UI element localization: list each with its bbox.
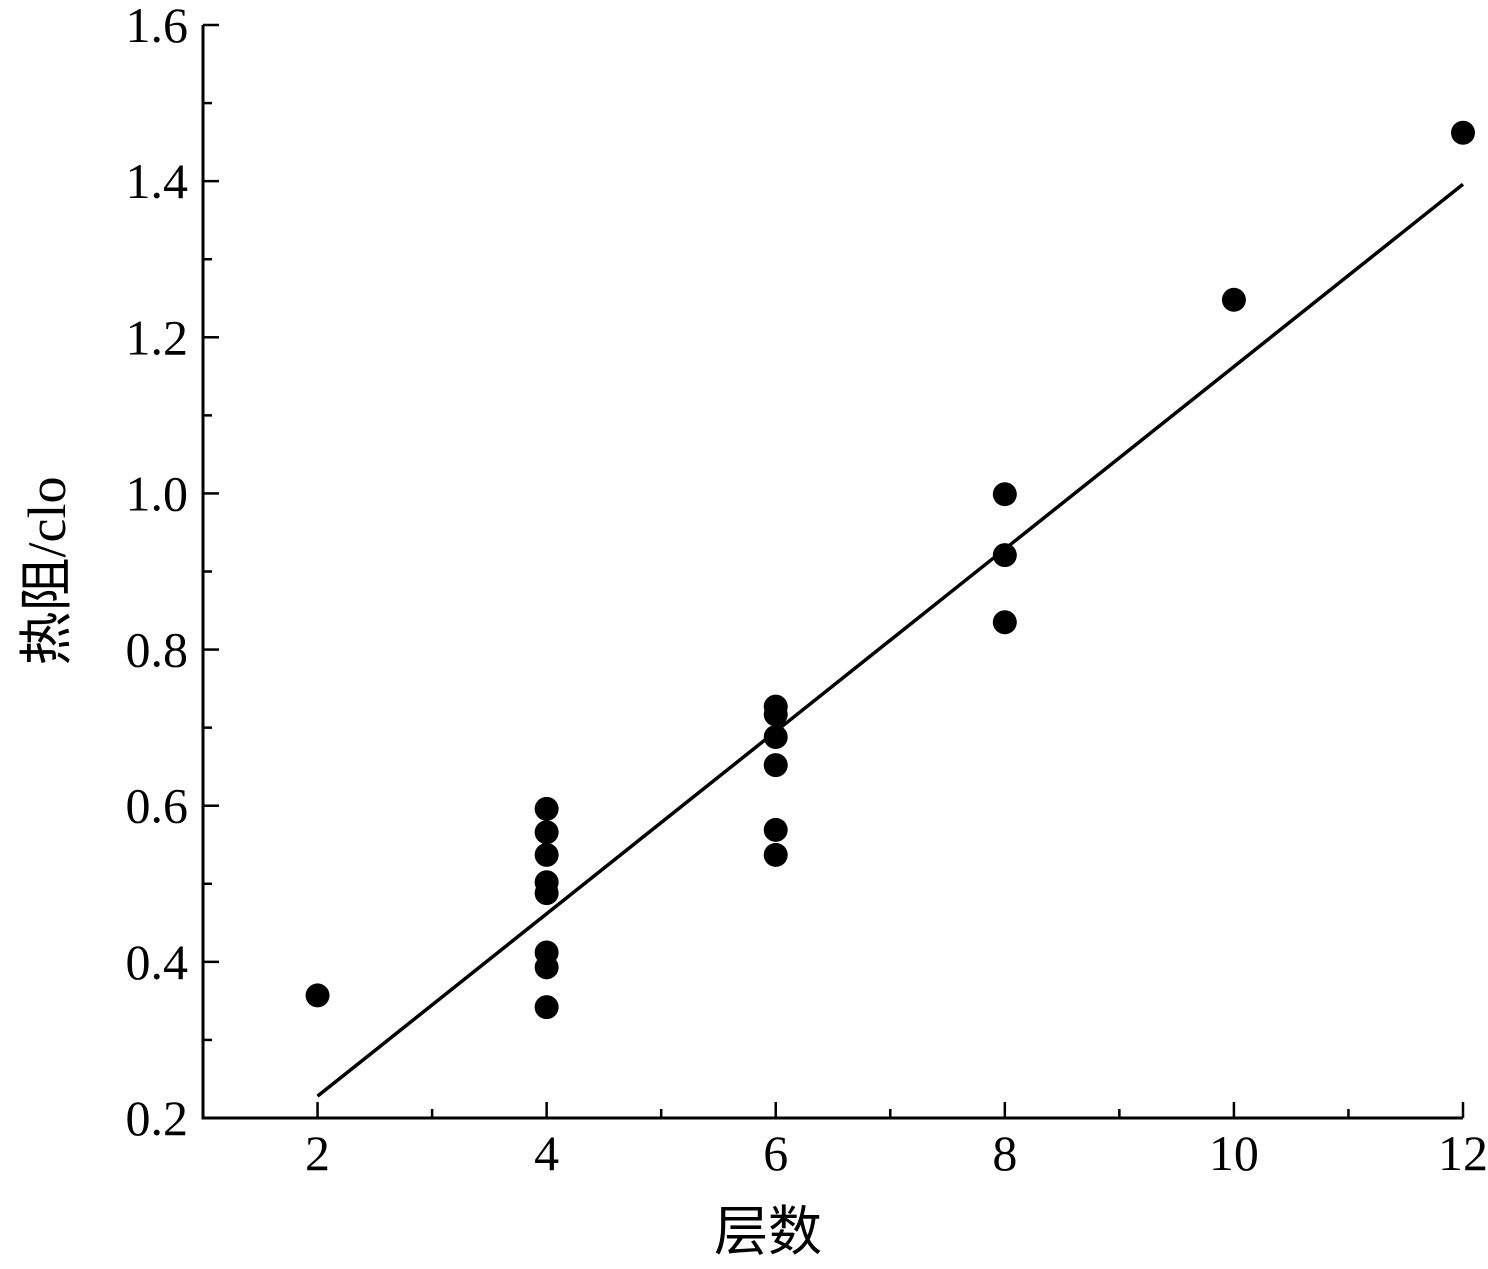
x-tick-label: 8	[992, 1125, 1017, 1181]
y-tick-label: 1.2	[126, 309, 189, 365]
fit-line-group	[316, 182, 1465, 1098]
data-point	[992, 610, 1017, 635]
data-point	[1451, 120, 1475, 145]
x-tick-label: 10	[1209, 1125, 1259, 1181]
x-tick-label: 4	[534, 1125, 559, 1181]
data-point	[763, 702, 788, 727]
y-tick-label: 0.2	[126, 1090, 189, 1146]
data-point	[763, 753, 788, 778]
data-point	[534, 955, 559, 980]
axes	[201, 25, 1463, 1120]
data-point	[1221, 287, 1246, 312]
x-tick-label: 2	[305, 1125, 330, 1181]
data-point	[534, 881, 559, 906]
y-axis-title: 热阻/clo	[17, 477, 77, 666]
data-point	[763, 817, 788, 842]
x-tick-label: 12	[1438, 1125, 1488, 1181]
data-points	[305, 120, 1475, 1020]
x-tick-label: 6	[763, 1125, 788, 1181]
data-point	[992, 543, 1017, 568]
y-tick-label: 1.0	[126, 465, 189, 521]
fit-line	[316, 182, 1465, 1098]
ticks	[203, 23, 1465, 1120]
y-tick-label: 0.6	[126, 778, 189, 834]
data-point	[992, 482, 1017, 507]
data-point	[763, 842, 788, 867]
y-tick-label: 0.8	[126, 622, 189, 678]
data-point	[534, 995, 559, 1020]
tick-labels: 2 4 6 8 10 12 0.2 0.4 0.6 0.8 1.0 1.2 1.4 1.6	[126, 0, 1488, 1181]
x-axis-title: 层数	[714, 1202, 822, 1262]
data-point	[763, 725, 788, 750]
data-point	[534, 796, 559, 821]
y-tick-label: 1.4	[126, 153, 189, 209]
y-tick-label: 1.6	[126, 0, 189, 53]
data-point	[305, 983, 330, 1008]
y-tick-label: 0.4	[126, 934, 189, 990]
data-point	[534, 842, 559, 867]
data-point	[534, 820, 559, 845]
